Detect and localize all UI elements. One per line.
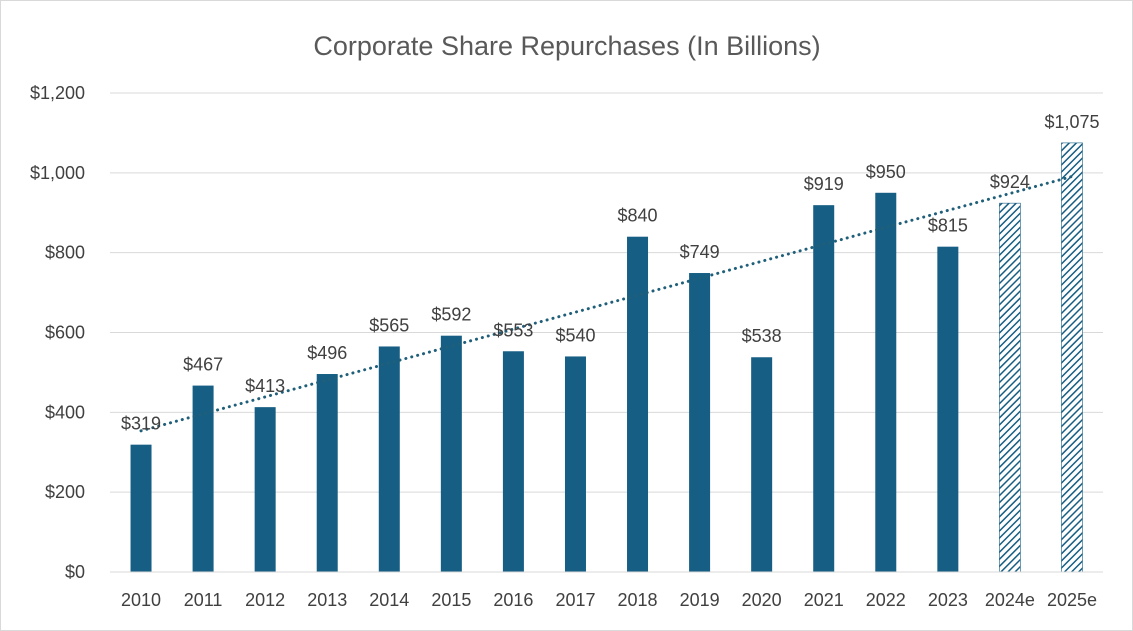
y-tick-label: $600 — [45, 323, 85, 343]
x-tick-label: 2024e — [985, 590, 1035, 610]
data-label: $919 — [804, 174, 844, 194]
x-tick-label: 2025e — [1047, 590, 1097, 610]
x-tick-label: 2011 — [184, 590, 223, 610]
data-label: $467 — [183, 355, 223, 375]
data-label: $950 — [866, 162, 906, 182]
y-tick-label: $800 — [45, 243, 85, 263]
data-label: $815 — [928, 216, 968, 236]
data-label: $1,075 — [1044, 112, 1099, 132]
x-tick-label: 2010 — [121, 590, 161, 610]
data-label: $319 — [121, 414, 161, 434]
trendline — [139, 175, 1074, 433]
bar — [316, 374, 338, 572]
y-tick-label: $0 — [65, 562, 85, 582]
y-tick-label: $1,200 — [30, 83, 85, 103]
x-tick-label: 2019 — [680, 590, 720, 610]
bar — [378, 346, 400, 572]
bar-estimate — [1061, 142, 1083, 573]
data-label: $565 — [369, 315, 409, 335]
data-label: $553 — [493, 320, 533, 340]
bar — [564, 356, 586, 572]
data-label: $538 — [742, 326, 782, 346]
bar — [440, 335, 462, 572]
y-tick-label: $1,000 — [30, 163, 85, 183]
x-tick-label: 2021 — [804, 590, 844, 610]
x-tick-label: 2023 — [928, 590, 968, 610]
data-label: $496 — [307, 343, 347, 363]
bar — [689, 273, 711, 572]
bar — [502, 351, 524, 572]
data-label: $540 — [555, 325, 595, 345]
data-label: $924 — [990, 172, 1030, 192]
bar — [937, 246, 959, 572]
x-tick-label: 2022 — [866, 590, 906, 610]
data-label: $413 — [245, 376, 285, 396]
x-tick-label: 2017 — [555, 590, 595, 610]
bar — [751, 357, 773, 572]
data-label: $749 — [680, 242, 720, 262]
x-tick-label: 2014 — [369, 590, 409, 610]
x-tick-label: 2012 — [245, 590, 285, 610]
x-tick-label: 2013 — [307, 590, 347, 610]
bar — [130, 444, 152, 572]
bar — [192, 385, 214, 572]
x-tick-label: 2020 — [742, 590, 782, 610]
bar-estimate — [999, 202, 1021, 573]
data-label: $592 — [431, 305, 471, 325]
x-tick-label: 2016 — [493, 590, 533, 610]
bar — [627, 236, 649, 572]
x-tick-label: 2015 — [431, 590, 471, 610]
x-tick-label: 2018 — [618, 590, 658, 610]
chart-title: Corporate Share Repurchases (In Billions… — [313, 31, 820, 61]
data-label: $840 — [618, 206, 658, 226]
y-tick-label: $400 — [45, 402, 85, 422]
bar — [813, 205, 835, 572]
bar — [875, 192, 897, 572]
bar — [254, 407, 276, 572]
y-tick-label: $200 — [45, 482, 85, 502]
